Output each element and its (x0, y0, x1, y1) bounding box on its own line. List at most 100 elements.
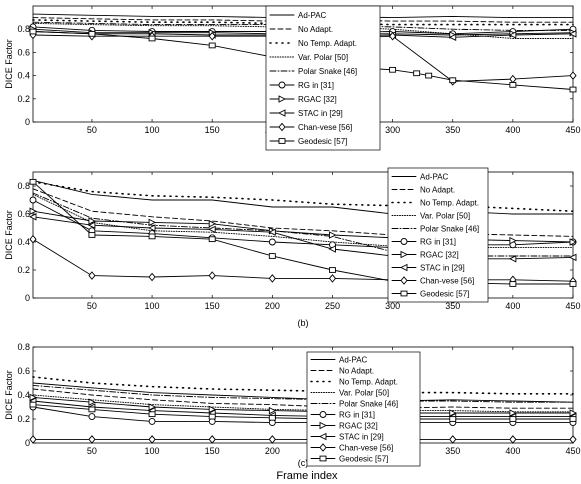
data-point (148, 417, 156, 425)
legend-marker (278, 81, 286, 89)
data-point (29, 234, 37, 244)
data-point (29, 28, 37, 35)
data-point (268, 406, 277, 415)
legend-label: RGAC [32] (298, 95, 337, 104)
y-tick-label: 0.2 (17, 414, 30, 424)
legend-label: RG in [31] (298, 81, 334, 90)
legend-label: Var. Polar [50] (298, 53, 348, 62)
legend-marker (277, 109, 286, 117)
x-tick-label: 350 (445, 446, 460, 456)
series-line (32, 376, 574, 395)
chart-panel-3: 5010015020025030035040045000.20.40.60.8D… (4, 342, 581, 468)
chart-panel-2: 50 100 150 200 250 300 350 400 450 0 0.2 0.4 0.6 0.8 D… (4, 167, 581, 328)
data-point (148, 35, 156, 42)
data-point (88, 406, 96, 413)
x-tick-label: 100 (145, 301, 160, 311)
series-line (32, 384, 574, 403)
data-point (29, 207, 38, 215)
data-point (448, 33, 457, 42)
x-tick-label: 400 (505, 301, 520, 311)
x-tick-label: 300 (385, 301, 400, 311)
data-point (148, 272, 156, 282)
series-no-adapt (32, 388, 574, 409)
y-tick-label: 0.6 (17, 47, 30, 57)
data-point (569, 238, 578, 246)
data-point (208, 220, 217, 228)
data-point (268, 435, 276, 444)
data-point (88, 413, 96, 421)
y-axis-label: DICE Factor (4, 210, 14, 260)
data-point (425, 72, 433, 79)
series-line (32, 396, 574, 414)
data-point (449, 409, 457, 417)
data-point (208, 236, 216, 243)
data-point (208, 413, 216, 420)
legend-marker (400, 250, 409, 259)
series-polar-snake-46 (32, 384, 574, 403)
legend-label: No Temp. Adapt. (420, 199, 479, 208)
x-tick-label: 450 (565, 125, 580, 135)
data-point (509, 281, 517, 287)
series-line (32, 404, 574, 420)
legend: Ad-PAC No Adapt. No Temp. Adapt. Var. Polar… (265, 5, 381, 151)
data-point (329, 231, 337, 239)
legend-marker (319, 421, 328, 430)
y-tick-label: 0.6 (17, 366, 30, 376)
x-tick-label: 400 (505, 446, 520, 456)
x-tick-label: 150 (205, 446, 220, 456)
legend-marker (319, 411, 327, 418)
data-point (29, 435, 37, 444)
x-tick-label: 200 (265, 301, 280, 311)
x-tick-label: 150 (205, 301, 220, 311)
legend-marker (319, 455, 327, 462)
y-tick-label: 0.8 (17, 24, 30, 34)
y-tick-label: 0.8 (17, 181, 30, 191)
data-point (268, 228, 276, 236)
y-axis-label: DICE Factor (4, 370, 14, 420)
legend-marker (400, 238, 408, 245)
data-point (328, 274, 337, 283)
data-point (509, 236, 517, 245)
plot-area (32, 171, 574, 299)
x-tick-label: 50 (87, 301, 97, 311)
legend-label: Chan-vese [56] (298, 123, 352, 132)
series-no-temp-adapt (32, 376, 574, 395)
legend-marker (278, 122, 286, 132)
data-point (208, 42, 216, 49)
data-point (88, 435, 96, 444)
data-point (449, 77, 457, 84)
data-point (88, 30, 96, 37)
legend-marker (318, 432, 327, 441)
data-point (268, 238, 276, 246)
y-tick-label: 0 (25, 293, 30, 303)
legend-label: Polar Snake [46] (420, 225, 479, 234)
data-point (389, 66, 397, 73)
x-tick-label: 400 (505, 125, 520, 135)
data-point (569, 409, 578, 417)
series-geodesic-57 (29, 401, 577, 422)
data-point (148, 411, 156, 418)
y-tick-label: 0.4 (17, 237, 30, 247)
legend-marker (278, 138, 286, 144)
legend: Ad-PAC No Adapt. No Temp. Adapt. Var. Polar… (387, 167, 489, 303)
y-tick-label: 0 (25, 438, 30, 448)
data-point (29, 401, 37, 408)
plot-area (32, 346, 574, 444)
legend-label: Polar Snake [46] (298, 67, 357, 76)
x-tick-label: 100 (145, 446, 160, 456)
data-point (88, 398, 96, 406)
data-point (568, 253, 577, 262)
legend-marker (278, 95, 287, 103)
data-point (569, 281, 577, 287)
data-point (329, 267, 336, 273)
data-point (148, 435, 156, 444)
legend: Ad-PAC No Adapt. No Temp. Adapt. Var. Polar… (306, 351, 421, 467)
data-point (509, 409, 517, 417)
data-point (87, 221, 96, 229)
legend-label: Var. Polar [50] (420, 212, 470, 221)
legend-label: Ad-PAC (298, 11, 327, 20)
data-point (268, 274, 276, 283)
series-line (32, 400, 574, 418)
data-point (413, 70, 421, 77)
panel-caption: (c) (298, 458, 309, 468)
